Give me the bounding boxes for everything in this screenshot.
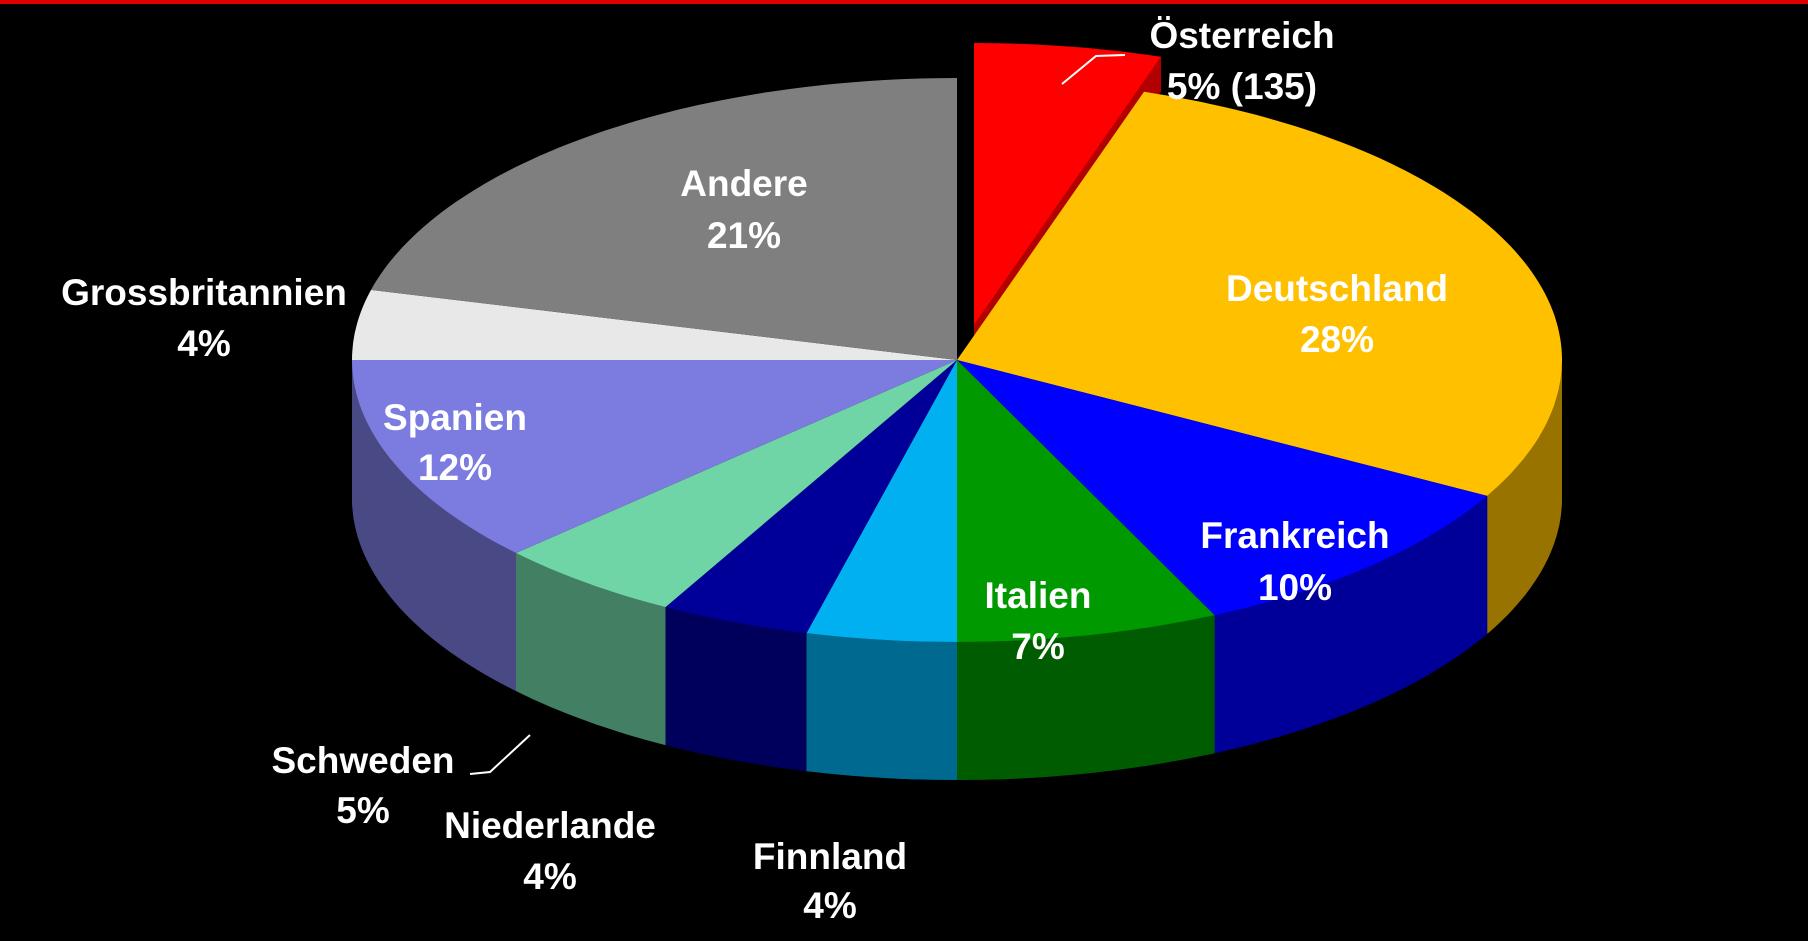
slice-label: Spanien: [383, 397, 527, 438]
pie-tops: [352, 43, 1562, 642]
value-label: 4%: [803, 885, 856, 926]
value-label: 12%: [418, 447, 492, 488]
value-label: 10%: [1258, 567, 1332, 608]
slice-side: [957, 615, 1215, 780]
slice: [352, 360, 957, 553]
value-label: 21%: [707, 215, 781, 256]
top-border: [0, 0, 1808, 4]
value-label: 4%: [177, 323, 230, 364]
slice: [957, 360, 1215, 642]
slice-label: Andere: [680, 163, 807, 204]
slice-side-shade: [665, 607, 807, 772]
slice-side: [806, 633, 957, 780]
slice: [806, 360, 957, 642]
slice-label: Schweden: [272, 740, 455, 781]
leader-line: [469, 734, 531, 775]
slice: [974, 43, 1161, 325]
slice-side: [1214, 495, 1488, 754]
slice-side-shade: [806, 633, 957, 780]
slice-side: [665, 607, 807, 772]
value-label: 5% (135): [1167, 66, 1317, 107]
slice: [665, 360, 957, 634]
value-label: 4%: [523, 856, 576, 897]
slice-side-shade: [1487, 360, 1562, 634]
slice-label: Grossbritannien: [61, 272, 347, 313]
slice-side: [352, 360, 516, 691]
value-label: 28%: [1300, 319, 1374, 360]
slice: [371, 78, 957, 360]
leader-line: [1061, 54, 1126, 85]
slice-label: Frankreich: [1200, 515, 1389, 556]
slice-side-shade: [352, 360, 516, 691]
slice-side-shade: [957, 615, 1215, 780]
slice-label: Niederlande: [444, 805, 656, 846]
labels: Österreich 5% (135) Deutschland 28% Frankrei…: [61, 15, 1448, 926]
value-label: 7%: [1011, 626, 1064, 667]
slice-label: Italien: [985, 575, 1092, 616]
slice: [352, 289, 957, 360]
slice-label: Finnland: [753, 836, 907, 877]
slice: [957, 360, 1488, 616]
slice-side-shade: [516, 553, 666, 746]
slice-side: [516, 553, 666, 746]
value-label: 5%: [336, 790, 389, 831]
slice: [957, 91, 1562, 496]
slice-label: Deutschland: [1226, 268, 1448, 309]
slice-label: Österreich: [1149, 15, 1334, 56]
slice-side: [1487, 360, 1562, 634]
slice: [516, 360, 957, 608]
slice-side-shade: [1214, 495, 1488, 754]
